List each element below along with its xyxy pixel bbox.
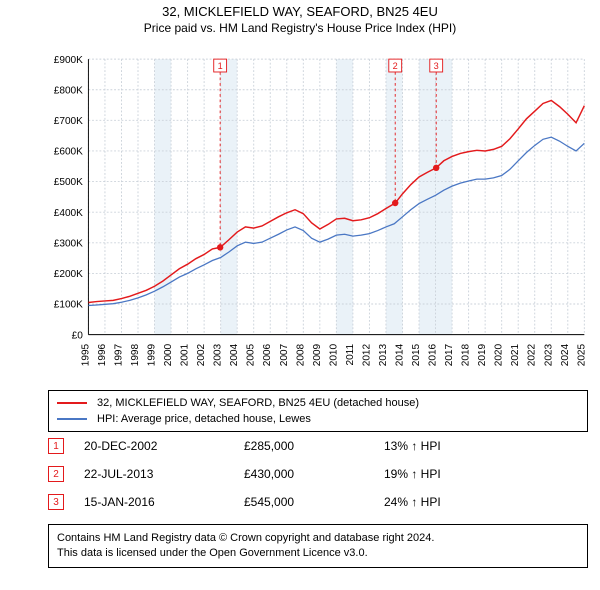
event-date: 20-DEC-2002: [84, 439, 224, 453]
svg-text:2011: 2011: [345, 343, 356, 365]
event-badge: 2: [48, 466, 64, 482]
svg-text:1997: 1997: [113, 343, 124, 366]
svg-text:£300K: £300K: [54, 238, 83, 249]
svg-text:2: 2: [393, 61, 398, 71]
svg-text:3: 3: [434, 61, 439, 71]
svg-text:2017: 2017: [444, 343, 455, 366]
legend-item: HPI: Average price, detached house, Lewe…: [57, 411, 579, 427]
attribution-line: Contains HM Land Registry data © Crown c…: [57, 531, 579, 546]
event-price: £285,000: [244, 439, 364, 453]
legend-swatch: [57, 418, 87, 420]
svg-text:2000: 2000: [163, 343, 174, 366]
svg-text:2013: 2013: [378, 343, 389, 366]
chart-plot: £0 £100K £200K £300K £400K £500K £600K £700K £80…: [48, 44, 588, 344]
event-date: 22-JUL-2013: [84, 467, 224, 481]
attribution: Contains HM Land Registry data © Crown c…: [48, 524, 588, 568]
svg-text:2020: 2020: [494, 343, 505, 366]
legend-label: 32, MICKLEFIELD WAY, SEAFORD, BN25 4EU (…: [97, 397, 419, 409]
svg-text:2019: 2019: [477, 343, 488, 366]
event-date: 15-JAN-2016: [84, 495, 224, 509]
legend: 32, MICKLEFIELD WAY, SEAFORD, BN25 4EU (…: [48, 390, 588, 432]
svg-text:£800K: £800K: [54, 85, 83, 96]
svg-text:2003: 2003: [213, 343, 224, 366]
svg-text:2007: 2007: [279, 343, 290, 366]
svg-text:2008: 2008: [295, 343, 306, 366]
svg-text:2010: 2010: [328, 343, 339, 366]
svg-text:2001: 2001: [180, 343, 191, 366]
svg-text:2012: 2012: [361, 343, 372, 366]
svg-text:£100K: £100K: [54, 300, 83, 311]
event-row: 1 20-DEC-2002 £285,000 13% ↑ HPI: [48, 432, 588, 460]
svg-text:2018: 2018: [461, 343, 472, 366]
event-pct: 24% ↑ HPI: [384, 495, 441, 509]
svg-text:2025: 2025: [576, 343, 587, 366]
svg-text:2016: 2016: [428, 343, 439, 366]
svg-text:2023: 2023: [543, 343, 554, 366]
chart-titles: 32, MICKLEFIELD WAY, SEAFORD, BN25 4EU P…: [0, 0, 600, 35]
svg-text:2004: 2004: [229, 343, 240, 366]
legend-item: 32, MICKLEFIELD WAY, SEAFORD, BN25 4EU (…: [57, 395, 579, 411]
svg-text:2022: 2022: [527, 343, 538, 366]
svg-text:£500K: £500K: [54, 177, 83, 188]
svg-text:£200K: £200K: [54, 269, 83, 280]
attribution-line: This data is licensed under the Open Gov…: [57, 546, 579, 561]
svg-text:2021: 2021: [510, 343, 521, 366]
svg-text:1999: 1999: [147, 343, 158, 366]
event-row: 2 22-JUL-2013 £430,000 19% ↑ HPI: [48, 460, 588, 488]
svg-text:£400K: £400K: [54, 208, 83, 219]
svg-text:1998: 1998: [130, 343, 141, 366]
svg-text:£600K: £600K: [54, 147, 83, 158]
svg-text:1: 1: [218, 61, 223, 71]
event-pct: 19% ↑ HPI: [384, 467, 441, 481]
event-price: £430,000: [244, 467, 364, 481]
svg-text:£700K: £700K: [54, 116, 83, 127]
chart-title: 32, MICKLEFIELD WAY, SEAFORD, BN25 4EU: [0, 4, 600, 19]
event-row: 3 15-JAN-2016 £545,000 24% ↑ HPI: [48, 488, 588, 516]
svg-text:2024: 2024: [560, 343, 571, 366]
svg-text:1996: 1996: [97, 343, 108, 366]
svg-text:2006: 2006: [262, 343, 273, 366]
chart-svg: £0 £100K £200K £300K £400K £500K £600K £700K £80…: [48, 44, 588, 392]
event-badge: 1: [48, 438, 64, 454]
chart-subtitle: Price paid vs. HM Land Registry's House …: [0, 21, 600, 35]
svg-text:2005: 2005: [246, 343, 257, 366]
legend-swatch: [57, 402, 87, 404]
svg-text:2009: 2009: [312, 343, 323, 366]
svg-text:1995: 1995: [80, 343, 91, 366]
event-badge: 3: [48, 494, 64, 510]
svg-text:2015: 2015: [411, 343, 422, 366]
svg-text:2014: 2014: [394, 343, 405, 366]
event-list: 1 20-DEC-2002 £285,000 13% ↑ HPI 2 22-JU…: [48, 432, 588, 516]
event-pct: 13% ↑ HPI: [384, 439, 441, 453]
svg-text:£900K: £900K: [54, 55, 83, 66]
svg-text:£0: £0: [72, 330, 84, 341]
legend-label: HPI: Average price, detached house, Lewe…: [97, 413, 311, 425]
event-price: £545,000: [244, 495, 364, 509]
svg-text:2002: 2002: [196, 343, 207, 366]
